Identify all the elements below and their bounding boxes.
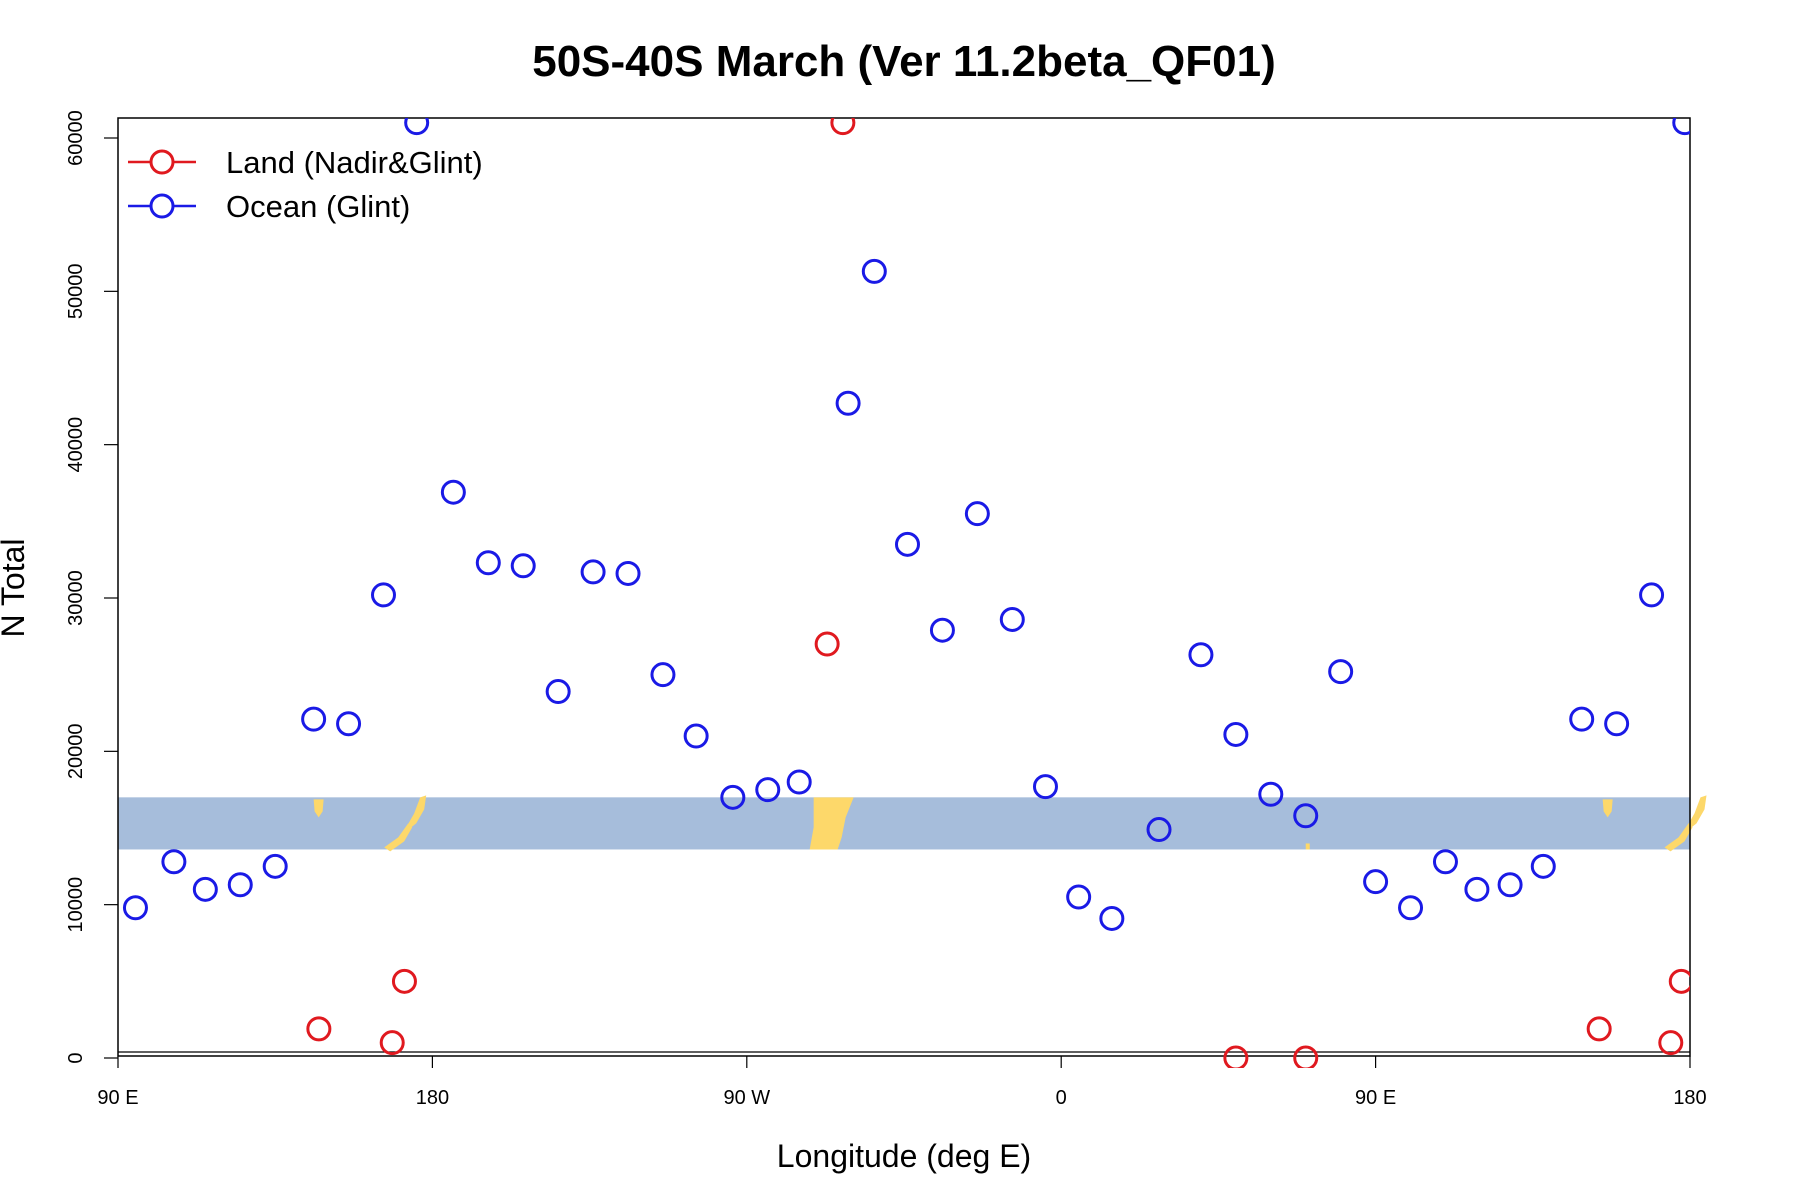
land-point: [830, 118, 856, 136]
land-point: [306, 1016, 332, 1042]
x-tick-label: 180: [1673, 1087, 1706, 1109]
land-point: [1293, 1045, 1319, 1068]
ocean-point: [1497, 872, 1523, 898]
ocean-point: [1604, 711, 1630, 737]
ocean-point: [999, 606, 1025, 632]
ocean-point: [1672, 118, 1690, 136]
land-point: [1668, 968, 1690, 994]
ocean-point: [1032, 774, 1058, 800]
legend-marker: [149, 193, 175, 219]
y-axis-label: N Total: [0, 538, 31, 637]
ocean-point: [1188, 642, 1214, 668]
ocean-point: [1293, 803, 1319, 829]
ocean-point: [510, 553, 536, 579]
data-points: [122, 118, 1690, 1068]
ocean-point: [1464, 876, 1490, 902]
ocean-point: [161, 849, 187, 875]
y-tick-label: 30000: [65, 570, 87, 626]
ocean-point: [894, 531, 920, 557]
land-point: [391, 968, 417, 994]
x-axis: 90 E 180 90 W 0 90 E 180: [97, 1051, 1707, 1109]
plot-frame: [117, 117, 1691, 1057]
ocean-point: [964, 501, 990, 527]
ocean-point: [1223, 721, 1249, 747]
ocean-point: [861, 258, 887, 284]
ocean-point: [755, 777, 781, 803]
new-zealand-land: [406, 795, 427, 832]
y-tick-label: 40000: [65, 417, 87, 473]
new-zealand-land: [1686, 795, 1707, 832]
ocean-point: [370, 582, 396, 608]
y-tick-label: 20000: [65, 724, 87, 780]
tasmania-land: [1602, 799, 1613, 818]
new-zealand-south-land: [1664, 823, 1693, 852]
legend: Land (Nadir&Glint) Ocean (Glint): [128, 145, 483, 224]
land-point: [814, 631, 840, 657]
ocean-point: [650, 662, 676, 688]
new-zealand-south-land: [384, 823, 413, 852]
ocean-point: [835, 390, 861, 416]
ocean-point: [1363, 869, 1389, 895]
ocean-point: [1099, 905, 1125, 931]
ocean-point: [262, 853, 288, 879]
x-axis-label: Longitude (deg E): [777, 1138, 1031, 1174]
ocean-point: [1398, 895, 1424, 921]
ocean-point: [786, 769, 812, 795]
ocean-point: [404, 118, 430, 136]
ocean-point: [301, 706, 327, 732]
south-america-land: [809, 797, 854, 850]
y-tick-label: 50000: [65, 264, 87, 320]
tasmania-land: [313, 799, 324, 818]
land-point: [379, 1030, 405, 1056]
land-point: [1586, 1016, 1612, 1042]
land-point: [1223, 1045, 1249, 1068]
y-tick-label: 0: [65, 1052, 87, 1063]
legend-marker: [149, 149, 175, 175]
y-tick-label: 10000: [65, 877, 87, 933]
ocean-point: [122, 895, 148, 921]
land-point: [1658, 1030, 1684, 1056]
ocean-point: [1328, 659, 1354, 685]
x-tick-label: 90 E: [1355, 1087, 1396, 1109]
legend-label: Land (Nadir&Glint): [226, 145, 483, 180]
ocean-point: [440, 479, 466, 505]
ocean-point: [1146, 817, 1172, 843]
x-tick-label: 180: [416, 1087, 449, 1109]
ocean-point: [615, 560, 641, 586]
ocean-point: [1530, 853, 1556, 879]
ocean-point: [227, 872, 253, 898]
x-tick-label: 90 E: [97, 1087, 138, 1109]
ocean-point: [929, 617, 955, 643]
ocean-point: [1639, 582, 1665, 608]
x-tick-label: 90 W: [723, 1087, 770, 1109]
ocean-point: [720, 784, 746, 810]
ocean-point: [683, 723, 709, 749]
ocean-point: [545, 679, 571, 705]
ocean-band: [118, 797, 1690, 850]
ocean-point: [1066, 884, 1092, 910]
y-axis: 0 10000 20000 30000 40000 50000 60000: [65, 110, 118, 1064]
x-tick-label: 0: [1056, 1087, 1067, 1109]
ocean-point: [1258, 781, 1284, 807]
ocean-point: [1432, 849, 1458, 875]
ocean-point: [580, 559, 606, 585]
kerguelen-land: [1305, 843, 1310, 850]
ocean-point: [475, 550, 501, 576]
ocean-point: [1569, 706, 1595, 732]
chart-title: 50S-40S March (Ver 11.2beta_QF01): [532, 37, 1276, 86]
y-tick-label: 60000: [65, 110, 87, 166]
legend-label: Ocean (Glint): [226, 189, 410, 224]
ocean-point: [192, 876, 218, 902]
map-strip: [118, 795, 1707, 852]
ocean-point: [336, 711, 362, 737]
